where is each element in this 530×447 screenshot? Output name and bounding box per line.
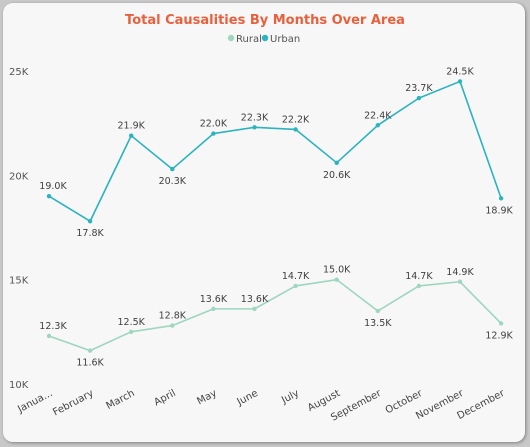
data-label-urban: 22.3K — [241, 112, 269, 123]
x-axis: Janua...February March April May June July Aug… — [15, 388, 507, 424]
data-label-urban: 17.8K — [76, 228, 104, 239]
legend-label-rural: Rural — [236, 34, 262, 45]
data-label-rural: 14.7K — [405, 271, 433, 282]
data-point-rural[interactable] — [375, 308, 380, 314]
data-label-urban: 24.5K — [446, 66, 474, 77]
data-point-urban[interactable] — [375, 123, 380, 128]
data-label-rural: 14.9K — [446, 267, 474, 278]
data-point-urban[interactable] — [498, 196, 504, 201]
data-label-urban: 20.3K — [159, 176, 187, 187]
data-label-rural: 12.8K — [159, 311, 187, 322]
series-urban: 19.0K 17.8K 21.9K 20.3K 22.0K 22.3K 22.2K 20.6K… — [39, 66, 513, 239]
x-tick-label: February — [51, 388, 95, 419]
data-label-rural: 15.0K — [323, 265, 351, 276]
data-point-rural[interactable] — [334, 277, 339, 282]
data-point-rural[interactable] — [87, 348, 93, 353]
y-tick-label: 20K — [9, 171, 29, 182]
data-label-urban: 22.4K — [364, 110, 392, 121]
data-point-urban[interactable] — [416, 95, 422, 101]
legend-marker-rural — [227, 34, 235, 42]
data-point-urban[interactable] — [252, 125, 257, 130]
data-label-urban: 23.7K — [405, 83, 433, 94]
y-tick-label: 10K — [9, 380, 29, 391]
y-tick-label: 15K — [9, 276, 29, 287]
x-tick-label: December — [456, 388, 508, 422]
data-label-rural: 12.5K — [118, 317, 146, 328]
data-point-urban[interactable] — [293, 127, 298, 132]
chart-card: Total Causalities By Months Over Area Ru… — [3, 3, 525, 442]
x-tick-label: May — [195, 388, 218, 407]
y-tick-label: 25K — [9, 67, 29, 78]
data-point-rural[interactable] — [498, 321, 504, 326]
data-label-rural: 12.9K — [485, 330, 513, 341]
data-point-rural[interactable] — [457, 279, 463, 284]
data-point-urban[interactable] — [87, 219, 93, 224]
data-label-urban: 19.0K — [39, 181, 67, 192]
data-point-urban[interactable] — [334, 160, 339, 166]
data-label-urban: 22.2K — [282, 114, 310, 125]
data-label-urban: 21.9K — [118, 121, 146, 132]
x-tick-label: July — [279, 388, 301, 407]
data-point-rural[interactable] — [129, 329, 134, 335]
data-point-urban[interactable] — [129, 133, 134, 138]
x-tick-label: Janua... — [15, 388, 54, 416]
data-label-urban: 18.9K — [485, 205, 513, 216]
data-label-rural: 11.6K — [76, 358, 104, 369]
data-point-urban[interactable] — [46, 194, 52, 199]
data-point-rural[interactable] — [46, 333, 52, 339]
chart-title: Total Causalities By Months Over Area — [125, 13, 405, 28]
data-point-rural[interactable] — [252, 306, 257, 312]
data-point-rural[interactable] — [170, 323, 175, 328]
legend-label-urban: Urban — [270, 34, 300, 45]
series-line-rural — [48, 278, 502, 352]
x-tick-label: March — [105, 388, 137, 412]
legend-marker-urban — [261, 34, 269, 42]
y-axis: 10K 15K 20K 25K — [9, 67, 29, 391]
data-label-rural: 13.6K — [200, 294, 228, 305]
data-point-urban[interactable] — [170, 166, 175, 172]
series-rural: 12.3K 11.6K 12.5K 12.8K 13.6K 13.6K 14.7K 15.0K… — [39, 265, 513, 369]
series-layer: 12.3K 11.6K 12.5K 12.8K 13.6K 13.6K 14.7K 15.0K… — [39, 66, 513, 368]
data-point-rural[interactable] — [416, 283, 422, 289]
series-line-urban — [48, 80, 502, 223]
data-point-urban[interactable] — [211, 131, 216, 136]
data-point-urban[interactable] — [457, 79, 463, 84]
data-label-rural: 14.7K — [282, 271, 310, 282]
data-label-rural: 13.5K — [364, 318, 392, 329]
x-tick-label: June — [235, 388, 260, 408]
data-point-rural[interactable] — [211, 306, 216, 312]
data-label-rural: 12.3K — [39, 321, 67, 332]
data-point-rural[interactable] — [293, 283, 298, 289]
x-tick-label: April — [152, 388, 177, 408]
data-label-urban: 22.0K — [200, 119, 228, 130]
data-label-rural: 13.6K — [241, 294, 269, 305]
data-label-urban: 20.6K — [323, 170, 351, 181]
line-chart: Total Causalities By Months Over Area Ru… — [9, 13, 514, 424]
legend: Rural Urban — [227, 34, 300, 45]
